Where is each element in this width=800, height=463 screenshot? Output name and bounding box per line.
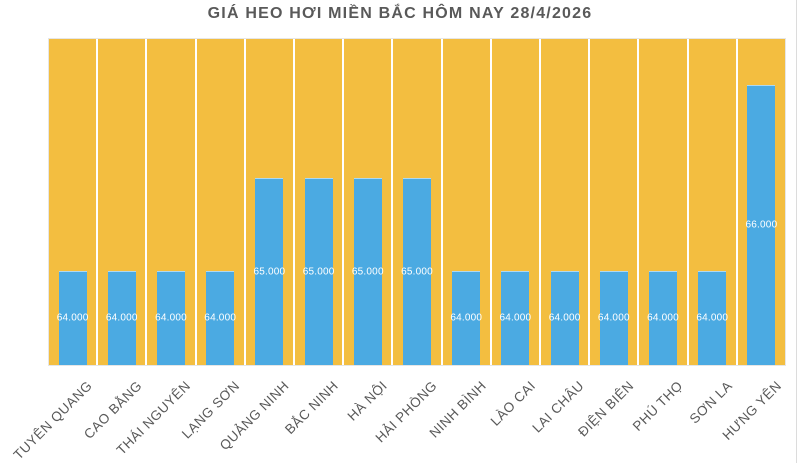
bar-column: 64.000 PHÚ THỌ: [630, 39, 687, 434]
bar-value-label: 64.000: [450, 312, 483, 324]
bar-value-label: 64.000: [155, 312, 187, 324]
bar-column: 65.000 HẢI PHÒNG: [372, 39, 441, 445]
bar-9: 64.000: [450, 270, 483, 365]
bar-column: 64.000 ĐIỆN BIÊN: [575, 39, 638, 440]
right-edge-line: [796, 0, 797, 463]
bar-column: 64.000 LÀO CAI: [487, 39, 540, 429]
bar-13: 64.000: [647, 270, 679, 365]
bar-10: 64.000: [499, 270, 532, 365]
bar-15: 66.000: [745, 84, 778, 365]
bar-7: 65.000: [351, 177, 384, 365]
bar-1: 64.000: [56, 270, 89, 365]
bar-value-label: 64.000: [548, 312, 581, 324]
bar-column: 64.000 TUYÊN QUANG: [11, 39, 97, 463]
bar-column: 64.000 LAI CHÂU: [530, 39, 589, 435]
bar-value-label: 64.000: [56, 312, 89, 324]
x-axis-label: HÀ NỘI: [344, 378, 391, 424]
bar-11: 64.000: [548, 270, 581, 365]
bar-value-label: 66.000: [745, 219, 778, 231]
bar-value-label: 65.000: [351, 266, 384, 278]
x-axis-label: TUYÊN QUANG: [10, 378, 96, 463]
bar-column: 65.000 HÀ NỘI: [344, 39, 392, 424]
x-axis-label: PHÚ THỌ: [629, 378, 686, 434]
bar-column: 64.000 NINH BÌNH: [426, 39, 490, 441]
bar-12: 64.000: [597, 270, 630, 365]
bar-column: 66.000 HƯNG YÊN: [719, 39, 786, 443]
plot-area: 64.000 TUYÊN QUANG 64.000 CAO BẰNG 64.000 THÁ…: [11, 38, 786, 463]
bar-value-label: 65.000: [401, 266, 433, 278]
bar-value-label: 64.000: [696, 312, 729, 324]
bar-column: 64.000 LẠNG SƠN: [179, 39, 244, 442]
bar-column: 65.000 BẮC NINH: [282, 39, 343, 437]
bar-value-label: 64.000: [647, 312, 679, 324]
x-axis-label: SƠN LA: [686, 378, 735, 427]
bar-4: 64.000: [204, 270, 237, 365]
chart-title: GIÁ HEO HƠI MIỀN BẮC HÔM NAY 28/4/2026: [207, 5, 593, 22]
bar-8: 65.000: [401, 177, 433, 365]
bar-value-label: 64.000: [597, 312, 630, 324]
bar-column: 64.000 THÁI NGUYÊN: [114, 39, 195, 458]
bar-column: 64.000 CAO BẰNG: [81, 39, 146, 442]
bar-column: 65.000 QUẢNG NINH: [217, 39, 294, 453]
bar-14: 64.000: [696, 270, 729, 365]
bar-5: 65.000: [253, 177, 286, 365]
bar-value-label: 64.000: [105, 312, 138, 324]
bar-6: 65.000: [302, 177, 335, 365]
bar-value-label: 65.000: [302, 266, 335, 278]
bar-value-label: 64.000: [499, 312, 532, 324]
bar-value-label: 65.000: [253, 266, 286, 278]
bar-value-label: 64.000: [204, 312, 237, 324]
x-axis-label: LÀO CAI: [487, 378, 539, 429]
bar-3: 64.000: [155, 270, 187, 365]
bar-column: 64.000 SƠN LA: [686, 39, 736, 427]
bar-2: 64.000: [105, 270, 138, 365]
